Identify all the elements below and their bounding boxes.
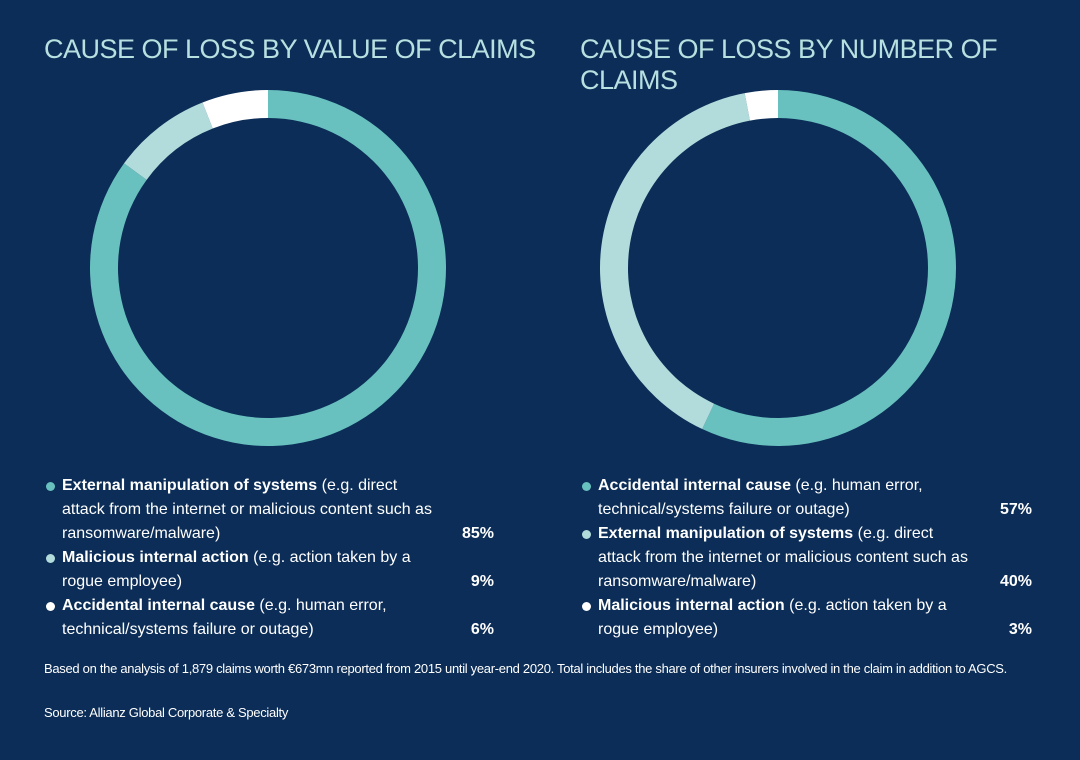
legend-item: Malicious internal action (e.g. action t… — [582, 594, 1032, 642]
legend-value: 9% — [470, 573, 494, 590]
legend-item: External manipulation of systems (e.g. d… — [582, 522, 1032, 594]
source: Source: Allianz Global Corporate & Speci… — [44, 705, 289, 720]
legend-value: 40% — [999, 573, 1032, 590]
legend-value: 6% — [470, 621, 494, 638]
legend-value: 85% — [461, 525, 494, 542]
legend-value: External manipulation of systems (e.g. d… — [46, 474, 494, 642]
legend-label: External manipulation of systems — [62, 477, 318, 494]
legend-dot — [582, 602, 591, 611]
legend-note: (e.g. action taken by a rogue employee) — [598, 597, 947, 638]
title-value: CAUSE OF LOSS BY VALUE OF CLAIMS — [44, 34, 536, 64]
legend-note: (e.g. human error, technical/systems fai… — [598, 477, 923, 518]
legend-dot — [582, 530, 591, 539]
donut-slice — [123, 102, 213, 180]
legend-value: 57% — [999, 501, 1032, 518]
legend-dot — [46, 602, 55, 611]
legend-note: (e.g. direct attack from the internet or… — [62, 477, 432, 542]
legend-label: Malicious internal action — [62, 549, 249, 566]
legend-item: External manipulation of systems (e.g. d… — [46, 474, 494, 546]
legend-label: Accidental internal cause — [62, 597, 255, 614]
legend-value: 3% — [1008, 621, 1032, 638]
legend-item: Accidental internal cause (e.g. human er… — [46, 594, 494, 642]
legend-item: Malicious internal action (e.g. action t… — [46, 546, 494, 594]
legend-label: Malicious internal action — [598, 597, 785, 614]
donut-slice — [600, 93, 750, 430]
legend-dot — [582, 482, 591, 491]
donut-slice — [702, 90, 956, 446]
legend-label: External manipulation of systems — [598, 525, 854, 542]
donut-slice — [744, 90, 778, 121]
donut-value — [90, 90, 446, 446]
donut-slice — [202, 90, 268, 129]
legend-note: (e.g. action taken by a rogue employee) — [62, 549, 411, 590]
footnote: Based on the analysis of 1,879 claims wo… — [44, 661, 1007, 676]
legend-label: Accidental internal cause — [598, 477, 791, 494]
title-number: CAUSE OF LOSS BY NUMBER OF CLAIMS — [580, 34, 998, 95]
legend-dot — [46, 554, 55, 563]
donut-number — [600, 90, 956, 446]
legend-dot — [46, 482, 55, 491]
legend-note: (e.g. human error, technical/systems fai… — [62, 597, 387, 638]
legend-number: Accidental internal cause (e.g. human er… — [582, 474, 1032, 642]
legend-note: (e.g. direct attack from the internet or… — [598, 525, 968, 590]
legend-item: Accidental internal cause (e.g. human er… — [582, 474, 1032, 522]
